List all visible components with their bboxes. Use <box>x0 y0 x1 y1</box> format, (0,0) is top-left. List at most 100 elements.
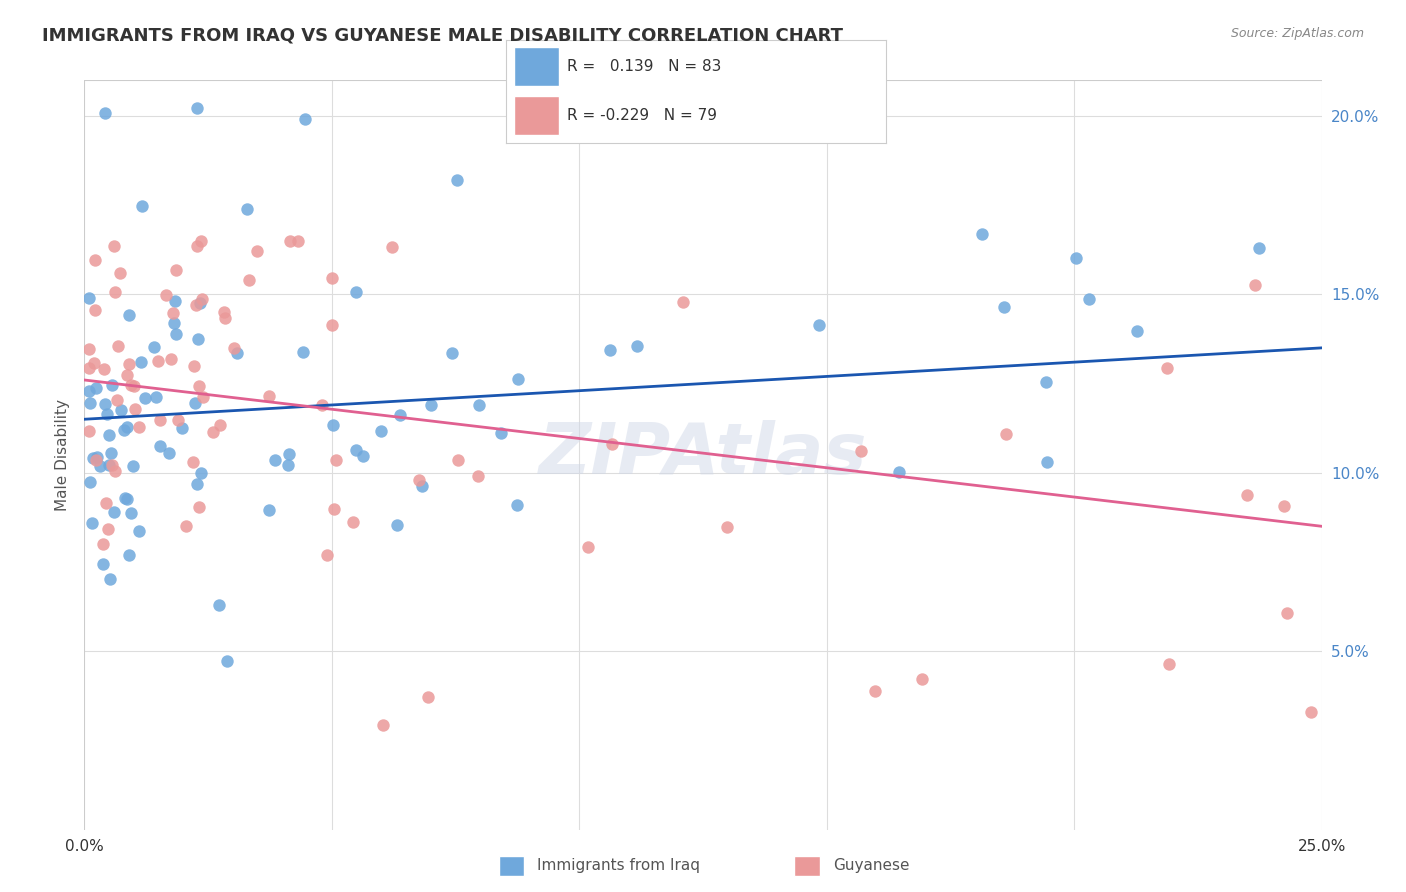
Point <box>184 395 207 409</box>
Point <box>129 355 152 369</box>
Point <box>101 458 124 472</box>
Point <box>380 240 402 254</box>
Point <box>190 234 212 248</box>
Point <box>97 522 120 536</box>
Point <box>344 443 367 458</box>
Y-axis label: Male Disability: Male Disability <box>55 399 70 511</box>
Point <box>408 473 430 487</box>
Point <box>155 288 177 302</box>
Point <box>120 506 142 520</box>
Point <box>208 598 231 612</box>
Point <box>263 452 285 467</box>
Point <box>186 239 208 253</box>
Point <box>1066 251 1088 265</box>
Point <box>208 418 231 433</box>
Point <box>344 285 367 300</box>
Point <box>104 285 127 299</box>
Point <box>145 390 167 404</box>
Point <box>1035 454 1057 468</box>
Point <box>101 378 124 392</box>
Point <box>174 519 197 533</box>
Point <box>385 517 408 532</box>
Point <box>120 377 142 392</box>
Point <box>115 368 138 383</box>
Point <box>128 524 150 538</box>
Point <box>257 503 280 517</box>
Point <box>277 447 299 461</box>
Point <box>83 356 105 370</box>
Point <box>165 294 187 309</box>
Point <box>94 496 117 510</box>
Point <box>1244 277 1267 292</box>
Point <box>98 458 121 473</box>
Point <box>576 540 599 554</box>
Point <box>79 384 101 398</box>
Point <box>1236 488 1258 502</box>
Point <box>225 345 247 359</box>
Point <box>118 357 141 371</box>
Point <box>1125 324 1147 338</box>
Point <box>93 361 115 376</box>
Point <box>190 466 212 480</box>
Point <box>84 253 107 268</box>
Point <box>94 106 117 120</box>
Point <box>124 401 146 416</box>
Point <box>84 453 107 467</box>
Point <box>172 421 194 435</box>
Point <box>599 343 621 357</box>
Point <box>89 458 111 473</box>
Point <box>163 317 186 331</box>
Point <box>118 308 141 322</box>
Point <box>91 557 114 571</box>
Point <box>181 455 204 469</box>
Point <box>201 425 224 439</box>
Point <box>505 498 527 512</box>
Point <box>183 359 205 373</box>
Point <box>467 469 489 483</box>
Point <box>441 345 464 359</box>
Point <box>105 392 128 407</box>
Point <box>110 266 132 280</box>
Point <box>600 437 623 451</box>
Point <box>80 516 103 531</box>
Point <box>1272 500 1295 514</box>
Point <box>491 426 513 441</box>
Point <box>236 202 259 216</box>
Point <box>626 338 648 352</box>
Bar <box>513 47 560 87</box>
Point <box>849 444 872 458</box>
Point <box>122 379 145 393</box>
Point <box>352 449 374 463</box>
Point <box>187 500 209 514</box>
Point <box>1035 376 1057 390</box>
Point <box>115 420 138 434</box>
Point <box>446 173 468 187</box>
Point <box>100 446 122 460</box>
Point <box>214 311 236 326</box>
Point <box>187 332 209 346</box>
Point <box>447 452 470 467</box>
Point <box>165 262 187 277</box>
Point <box>1249 241 1271 255</box>
Point <box>112 423 135 437</box>
Point <box>280 234 302 248</box>
Point <box>103 505 125 519</box>
Point <box>291 344 314 359</box>
Point <box>671 294 693 309</box>
Point <box>716 520 738 534</box>
Point <box>98 572 121 586</box>
Point <box>468 398 491 412</box>
Point <box>79 361 101 376</box>
Point <box>186 477 208 491</box>
Point <box>910 672 932 686</box>
Point <box>188 379 211 393</box>
Point <box>115 492 138 507</box>
Point <box>993 300 1015 314</box>
Point <box>96 408 118 422</box>
Point <box>191 391 214 405</box>
Point <box>79 475 101 490</box>
Point <box>186 101 208 115</box>
Point <box>215 654 238 668</box>
Point <box>84 381 107 395</box>
Point <box>186 298 208 312</box>
